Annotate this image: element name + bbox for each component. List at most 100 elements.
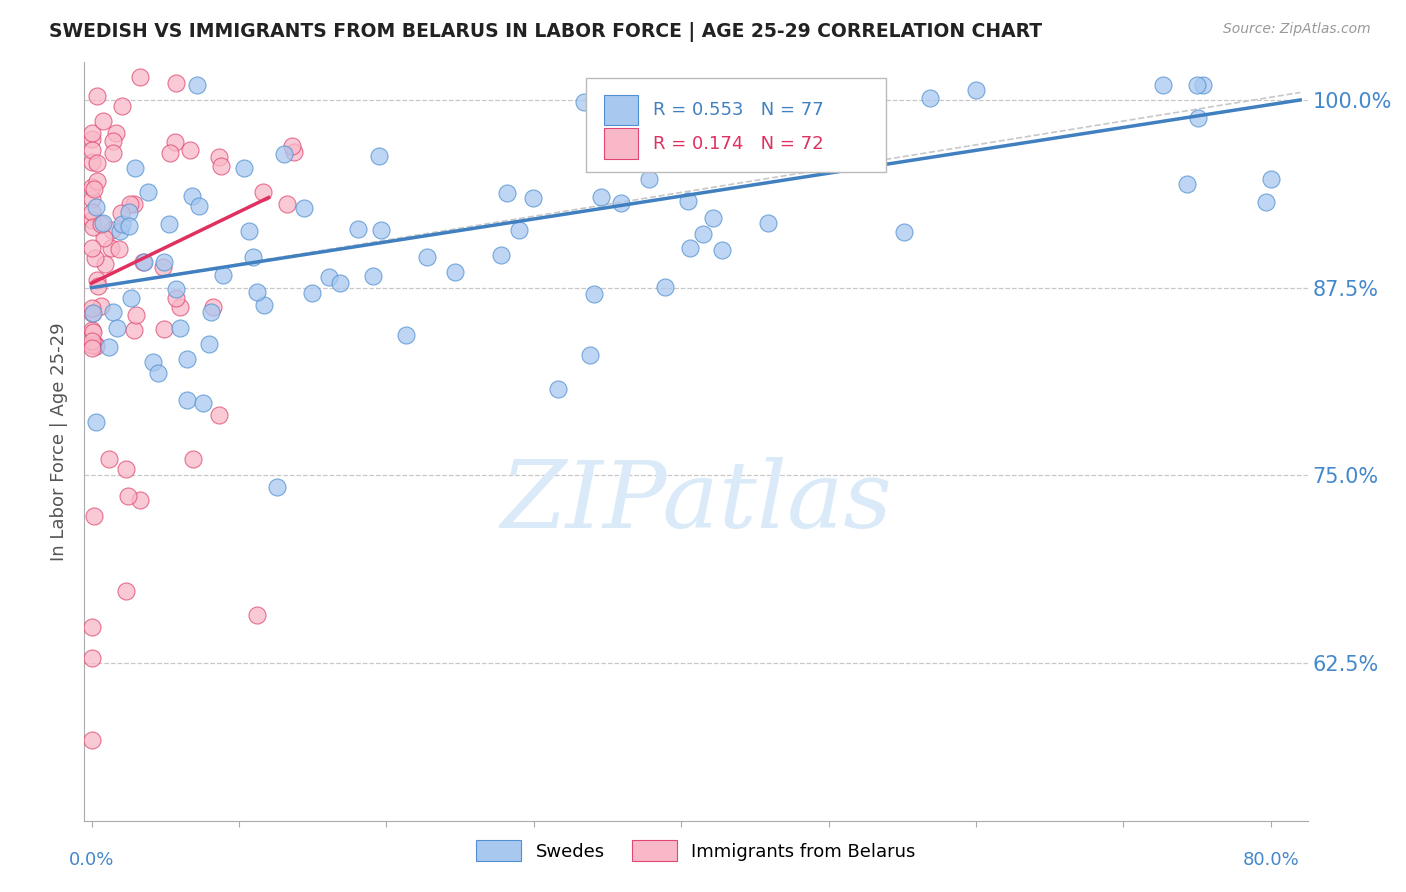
Point — [83, 508, 105, 523]
Point — [252, 186, 274, 200]
Point — [114, 583, 136, 598]
Point — [165, 283, 187, 297]
Point — [80, 126, 103, 140]
Point — [80, 620, 103, 634]
Point — [94, 257, 117, 271]
Point — [117, 490, 139, 504]
Point — [165, 135, 187, 149]
Point — [103, 304, 125, 318]
Point — [1260, 171, 1282, 186]
Point — [368, 149, 391, 163]
Point — [318, 270, 340, 285]
Point — [201, 300, 224, 314]
Text: R = 0.174   N = 72: R = 0.174 N = 72 — [654, 135, 824, 153]
Point — [90, 299, 112, 313]
Point — [82, 219, 104, 234]
Point — [157, 217, 180, 231]
Point — [80, 204, 103, 219]
Point — [702, 211, 724, 226]
Point — [153, 322, 176, 336]
Point — [122, 323, 145, 337]
Point — [208, 150, 231, 164]
Point — [209, 159, 232, 173]
Point — [110, 206, 132, 220]
Point — [86, 174, 108, 188]
Y-axis label: In Labor Force | Age 25-29: In Labor Force | Age 25-29 — [51, 322, 69, 561]
Point — [86, 156, 108, 170]
Point — [188, 199, 211, 213]
Point — [80, 192, 103, 206]
Point — [176, 351, 198, 366]
Point — [97, 451, 120, 466]
Point — [80, 733, 103, 747]
Point — [80, 342, 103, 356]
Point — [165, 76, 187, 90]
Point — [108, 224, 131, 238]
Point — [496, 186, 519, 200]
Point — [152, 260, 174, 274]
Point — [198, 337, 221, 351]
Text: 0.0%: 0.0% — [69, 851, 114, 869]
Point — [579, 348, 602, 362]
Point — [101, 145, 124, 160]
Point — [91, 113, 114, 128]
Point — [280, 138, 302, 153]
Point — [233, 161, 256, 175]
Point — [86, 88, 108, 103]
Point — [1175, 177, 1198, 191]
Legend: Swedes, Immigrants from Belarus: Swedes, Immigrants from Belarus — [468, 833, 924, 869]
Point — [101, 134, 124, 148]
Point — [110, 98, 132, 112]
Point — [193, 396, 215, 410]
Point — [80, 306, 103, 320]
Point — [169, 321, 191, 335]
Point — [129, 493, 152, 508]
Point — [589, 190, 612, 204]
Text: 80.0%: 80.0% — [1243, 851, 1299, 869]
Point — [176, 392, 198, 407]
Point — [491, 248, 513, 262]
Point — [246, 285, 269, 300]
Point — [522, 191, 544, 205]
Point — [370, 223, 392, 237]
Point — [98, 340, 121, 354]
Point — [83, 251, 105, 265]
Point — [1187, 112, 1209, 126]
Point — [104, 126, 127, 140]
Bar — [605, 128, 638, 159]
Point — [105, 321, 128, 335]
Point — [207, 409, 229, 423]
Text: R = 0.553   N = 77: R = 0.553 N = 77 — [654, 101, 824, 120]
Point — [159, 145, 181, 160]
Point — [80, 212, 103, 227]
Point — [125, 308, 148, 322]
Point — [238, 224, 260, 238]
Point — [80, 132, 103, 146]
Point — [395, 328, 418, 343]
Point — [679, 241, 702, 255]
Point — [80, 334, 103, 349]
Point — [893, 225, 915, 239]
Point — [444, 264, 467, 278]
Point — [146, 366, 169, 380]
Point — [212, 268, 235, 282]
Point — [93, 231, 115, 245]
Point — [132, 255, 155, 269]
Point — [115, 461, 138, 475]
Text: SWEDISH VS IMMIGRANTS FROM BELARUS IN LABOR FORCE | AGE 25-29 CORRELATION CHART: SWEDISH VS IMMIGRANTS FROM BELARUS IN LA… — [49, 22, 1042, 42]
Point — [86, 200, 108, 214]
Point — [80, 301, 103, 316]
Point — [292, 201, 315, 215]
Text: Source: ZipAtlas.com: Source: ZipAtlas.com — [1223, 22, 1371, 37]
Point — [122, 197, 145, 211]
Point — [80, 144, 103, 158]
Point — [91, 215, 114, 229]
Point — [245, 607, 267, 622]
Point — [84, 337, 107, 351]
FancyBboxPatch shape — [586, 78, 886, 172]
Point — [179, 143, 201, 157]
Point — [82, 325, 104, 339]
Point — [101, 223, 124, 237]
Point — [711, 243, 734, 257]
Point — [153, 255, 176, 269]
